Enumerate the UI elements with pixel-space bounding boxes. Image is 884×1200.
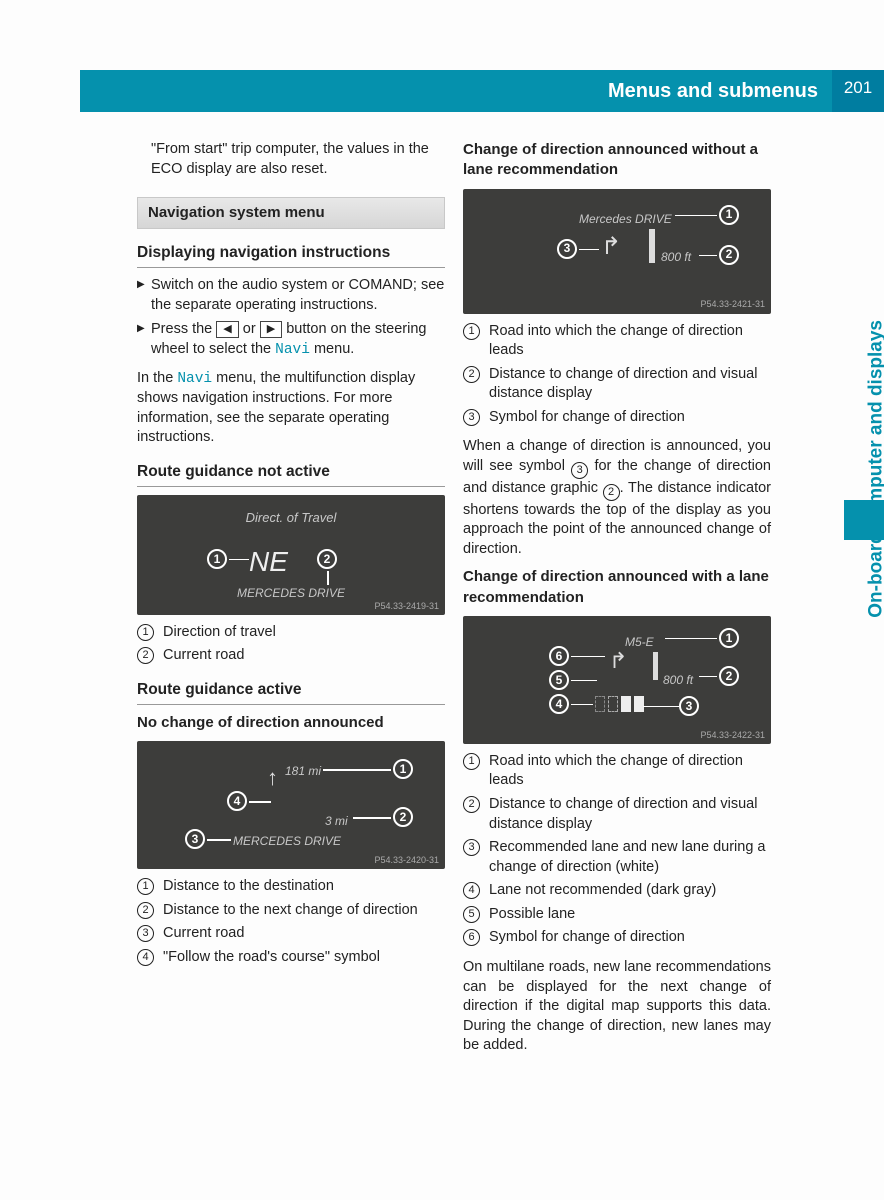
legend-item: 1Direction of travel — [137, 623, 445, 643]
legend-item: 5Possible lane — [463, 905, 771, 925]
subheading-display-nav: Displaying navigation instructions — [137, 243, 445, 268]
legend-item: 2Distance to change of direction and vis… — [463, 365, 771, 404]
figure-code: P54.33-2419-31 — [374, 600, 439, 612]
left-arrow-button-icon: ◀ — [216, 321, 238, 338]
legend-item: 1Road into which the change of direction… — [463, 322, 771, 361]
fig-marker-3: 3 — [679, 696, 699, 716]
sub-subheading-change-with-lane: Change of direction announced with a lan… — [463, 567, 771, 608]
fig-marker-4: 4 — [549, 694, 569, 714]
body-paragraph: When a change of direction is announced,… — [463, 437, 771, 559]
fig-marker-1: 1 — [719, 205, 739, 225]
fig-marker-2: 2 — [719, 666, 739, 686]
legend-item: 1Distance to the destination — [137, 877, 445, 897]
figure-legend: 1Direction of travel 2Current road — [137, 623, 445, 666]
figure-legend: 1Road into which the change of direction… — [463, 752, 771, 948]
fig-marker-6: 6 — [549, 646, 569, 666]
fig-marker-2: 2 — [317, 549, 337, 569]
figure-route-inactive: Direct. of Travel NE 1 2 MERCEDES DRIVE … — [137, 495, 445, 615]
fig-text: M5-E — [625, 634, 654, 650]
fig-marker-5: 5 — [549, 670, 569, 690]
left-column: "From start" trip computer, the values i… — [137, 140, 445, 1064]
inline-marker-2: 2 — [603, 484, 620, 501]
subheading-route-active: Route guidance active — [137, 680, 445, 705]
body-paragraph: In the Navi menu, the multifunction disp… — [137, 369, 445, 448]
legend-item: 6Symbol for change of direction — [463, 928, 771, 948]
instruction-item: Press the ◀ or ▶ button on the steering … — [137, 320, 445, 360]
legend-item: 2Distance to change of direction and vis… — [463, 795, 771, 834]
figure-code: P54.33-2420-31 — [374, 854, 439, 866]
sub-subheading-change-no-lane: Change of direction announced without a … — [463, 140, 771, 181]
figure-code: P54.33-2422-31 — [700, 729, 765, 741]
figure-no-change: 181 mi 1 ↑ 4 3 mi 2 3 MERCEDES DRIVE P54… — [137, 741, 445, 869]
navi-keyword: Navi — [177, 371, 212, 387]
figure-legend: 1Distance to the destination 2Distance t… — [137, 877, 445, 967]
header-title: Menus and submenus — [80, 70, 832, 112]
fig-text: 3 mi — [325, 813, 348, 829]
legend-item: 3Symbol for change of direction — [463, 408, 771, 428]
side-tab-marker — [844, 500, 884, 540]
subheading-route-inactive: Route guidance not active — [137, 462, 445, 487]
fig-marker-4: 4 — [227, 791, 247, 811]
legend-item: 3Current road — [137, 924, 445, 944]
fig-text: Mercedes DRIVE — [579, 211, 672, 227]
fig-marker-3: 3 — [185, 829, 205, 849]
fig-marker-1: 1 — [207, 549, 227, 569]
legend-item: 2Current road — [137, 646, 445, 666]
fig-marker-1: 1 — [393, 759, 413, 779]
fig-marker-2: 2 — [393, 807, 413, 827]
fig-marker-2: 2 — [719, 245, 739, 265]
figure-code: P54.33-2421-31 — [700, 298, 765, 310]
instruction-item: Switch on the audio system or COMAND; se… — [137, 276, 445, 315]
sub-subheading-no-change: No change of direction announced — [137, 713, 445, 733]
header-bar: Menus and submenus 201 — [80, 70, 884, 112]
fig-direction: NE — [249, 543, 288, 581]
content-columns: "From start" trip computer, the values i… — [137, 140, 777, 1064]
navi-keyword: Navi — [275, 342, 310, 358]
figure-change-no-lane: Mercedes DRIVE 1 3 ↱ 800 ft 2 P54.33-242… — [463, 189, 771, 314]
legend-item: 4"Follow the road's course" symbol — [137, 948, 445, 968]
legend-item: 4Lane not recommended (dark gray) — [463, 881, 771, 901]
page-number: 201 — [832, 70, 884, 112]
body-paragraph: On multilane roads, new lane recommendat… — [463, 958, 771, 1056]
side-tab-label: On-board computer and displays — [866, 320, 884, 618]
inline-marker-3: 3 — [571, 462, 588, 479]
fig-marker-1: 1 — [719, 628, 739, 648]
figure-change-with-lane: M5-E 1 6 ↱ 5 800 ft 2 4 3 P54.33-2422-31 — [463, 616, 771, 744]
legend-item: 1Road into which the change of direction… — [463, 752, 771, 791]
intro-text: "From start" trip computer, the values i… — [137, 140, 445, 179]
instruction-list: Switch on the audio system or COMAND; se… — [137, 276, 445, 360]
fig-text: MERCEDES DRIVE — [137, 585, 445, 601]
fig-text: 800 ft — [663, 672, 693, 688]
fig-text: 181 mi — [285, 763, 321, 779]
right-arrow-button-icon: ▶ — [260, 321, 282, 338]
fig-text: 800 ft — [661, 249, 691, 265]
fig-text: MERCEDES DRIVE — [233, 833, 341, 849]
section-heading-navigation: Navigation system menu — [137, 197, 445, 229]
fig-text: Direct. of Travel — [137, 509, 445, 527]
fig-marker-3: 3 — [557, 239, 577, 259]
right-column: Change of direction announced without a … — [463, 140, 771, 1064]
figure-legend: 1Road into which the change of direction… — [463, 322, 771, 428]
legend-item: 2Distance to the next change of directio… — [137, 901, 445, 921]
legend-item: 3Recommended lane and new lane during a … — [463, 838, 771, 877]
